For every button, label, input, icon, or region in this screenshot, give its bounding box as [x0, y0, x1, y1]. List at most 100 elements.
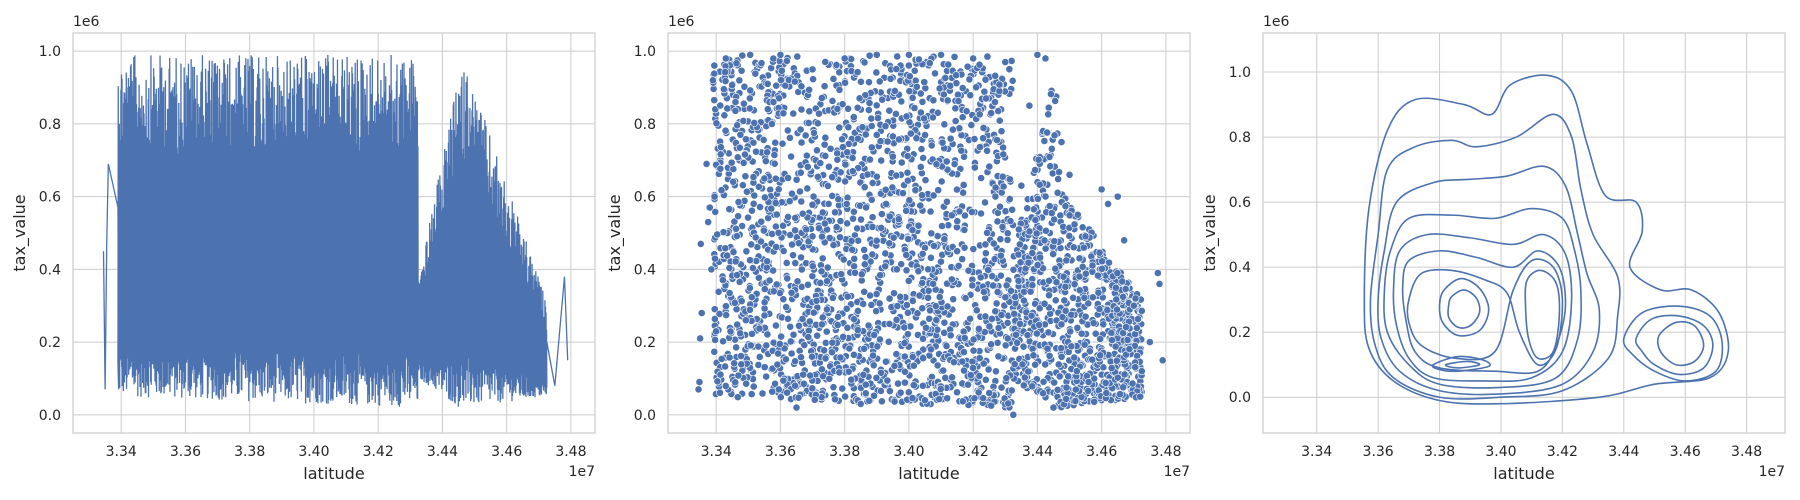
- scatter-point: [1057, 344, 1066, 353]
- scatter-point: [1026, 287, 1035, 296]
- scatter-point: [905, 87, 914, 96]
- scatter-point: [892, 265, 901, 274]
- scatter-point: [850, 262, 859, 271]
- scatter-point: [793, 52, 802, 61]
- scatter-point: [865, 78, 873, 87]
- scatter-point: [763, 257, 772, 266]
- scatter-point: [783, 126, 792, 135]
- scatter-point: [993, 338, 1002, 347]
- scatter-point: [792, 403, 801, 412]
- scatter-point: [949, 295, 958, 304]
- scatter-point: [969, 346, 978, 355]
- scatter-point: [1073, 323, 1082, 332]
- scatter-point: [1020, 296, 1028, 305]
- scatter-point: [732, 232, 741, 240]
- scatter-point: [762, 372, 771, 381]
- scatter-point: [776, 50, 785, 59]
- scatter-point: [994, 352, 1003, 361]
- scatter-point: [1129, 301, 1138, 310]
- scatter-point: [716, 370, 725, 379]
- scatter-point: [749, 264, 757, 272]
- scatter-point: [1029, 205, 1038, 214]
- scatter-point: [1105, 258, 1113, 267]
- kde-contour-10: [1524, 269, 1561, 360]
- x-tick-label: 3.34: [106, 444, 137, 460]
- scatter-point: [822, 327, 831, 336]
- scatter-point: [968, 208, 976, 216]
- scatter-point: [779, 376, 788, 385]
- scatter-point: [730, 359, 739, 368]
- scatter-point: [1085, 347, 1094, 356]
- y-tick-label: 0.6: [634, 190, 656, 206]
- scatter-point: [720, 85, 728, 94]
- scatter-point: [716, 388, 724, 397]
- scatter-point: [981, 375, 990, 384]
- scatter-point: [989, 239, 998, 248]
- scatter-point: [1090, 374, 1099, 383]
- scatter-point: [1101, 378, 1110, 387]
- scatter-point: [1007, 57, 1016, 65]
- scatter-point: [1120, 370, 1129, 379]
- scatter-point: [722, 311, 731, 319]
- scatter-point: [1014, 276, 1023, 285]
- scatter-point: [901, 378, 909, 387]
- scatter-point: [749, 382, 758, 391]
- scatter-point: [916, 163, 925, 171]
- scatter-point: [877, 368, 885, 377]
- scatter-point: [985, 322, 994, 331]
- scatter-point: [950, 52, 959, 61]
- scatter-point: [904, 276, 913, 285]
- scatter-point: [711, 336, 720, 344]
- scatter-point: [976, 273, 985, 282]
- scatter-point: [877, 210, 886, 218]
- scatter-point: [725, 289, 734, 297]
- scatter-point: [974, 388, 983, 397]
- scatter-point: [940, 120, 949, 129]
- scatter-point: [821, 354, 830, 363]
- scatter-point: [982, 94, 990, 103]
- x-tick-label: 3.48: [1731, 444, 1762, 460]
- scatter-point: [1107, 364, 1116, 372]
- scatter-point: [1051, 264, 1060, 273]
- scatter-point: [769, 287, 778, 296]
- scatter-point: [716, 101, 725, 110]
- scatter-point: [769, 54, 778, 63]
- scatter-point: [910, 66, 919, 75]
- scatter-point: [735, 277, 744, 286]
- scatter-point: [953, 185, 961, 194]
- scatter-point: [849, 214, 857, 223]
- scatter-point: [833, 321, 842, 329]
- scatter-point: [844, 104, 852, 113]
- scatter-point: [722, 302, 730, 311]
- scatter-point: [1060, 296, 1069, 305]
- x-tick-label: 3.42: [958, 444, 989, 460]
- scatter-point: [934, 186, 943, 195]
- scatter-point: [732, 59, 741, 68]
- scatter-point: [857, 270, 866, 279]
- scatter-point: [769, 98, 778, 106]
- scatter-point: [991, 71, 1000, 80]
- scatter-point: [1081, 312, 1090, 321]
- scatter-point: [872, 290, 881, 298]
- scatter-point: [1094, 271, 1102, 280]
- scatter-point: [885, 320, 894, 328]
- scatter-point: [1096, 335, 1105, 343]
- scatter-point: [763, 79, 772, 88]
- scatter-point: [1005, 195, 1014, 203]
- scatter-point: [710, 347, 719, 356]
- scatter-point: [721, 126, 730, 135]
- scatter-point: [719, 337, 727, 346]
- scatter-point: [868, 213, 877, 222]
- scatter-point: [731, 106, 740, 115]
- scatter-point: [817, 94, 826, 102]
- scatter-point: [715, 310, 724, 318]
- scatter-point: [1014, 250, 1023, 259]
- scatter-point: [906, 129, 915, 138]
- scatter-point: [878, 95, 887, 104]
- scatter-point: [992, 299, 1001, 308]
- scatter-point: [1062, 395, 1071, 403]
- scatter-point: [779, 295, 788, 304]
- scatter-point: [787, 152, 796, 161]
- scatter-point: [948, 373, 956, 382]
